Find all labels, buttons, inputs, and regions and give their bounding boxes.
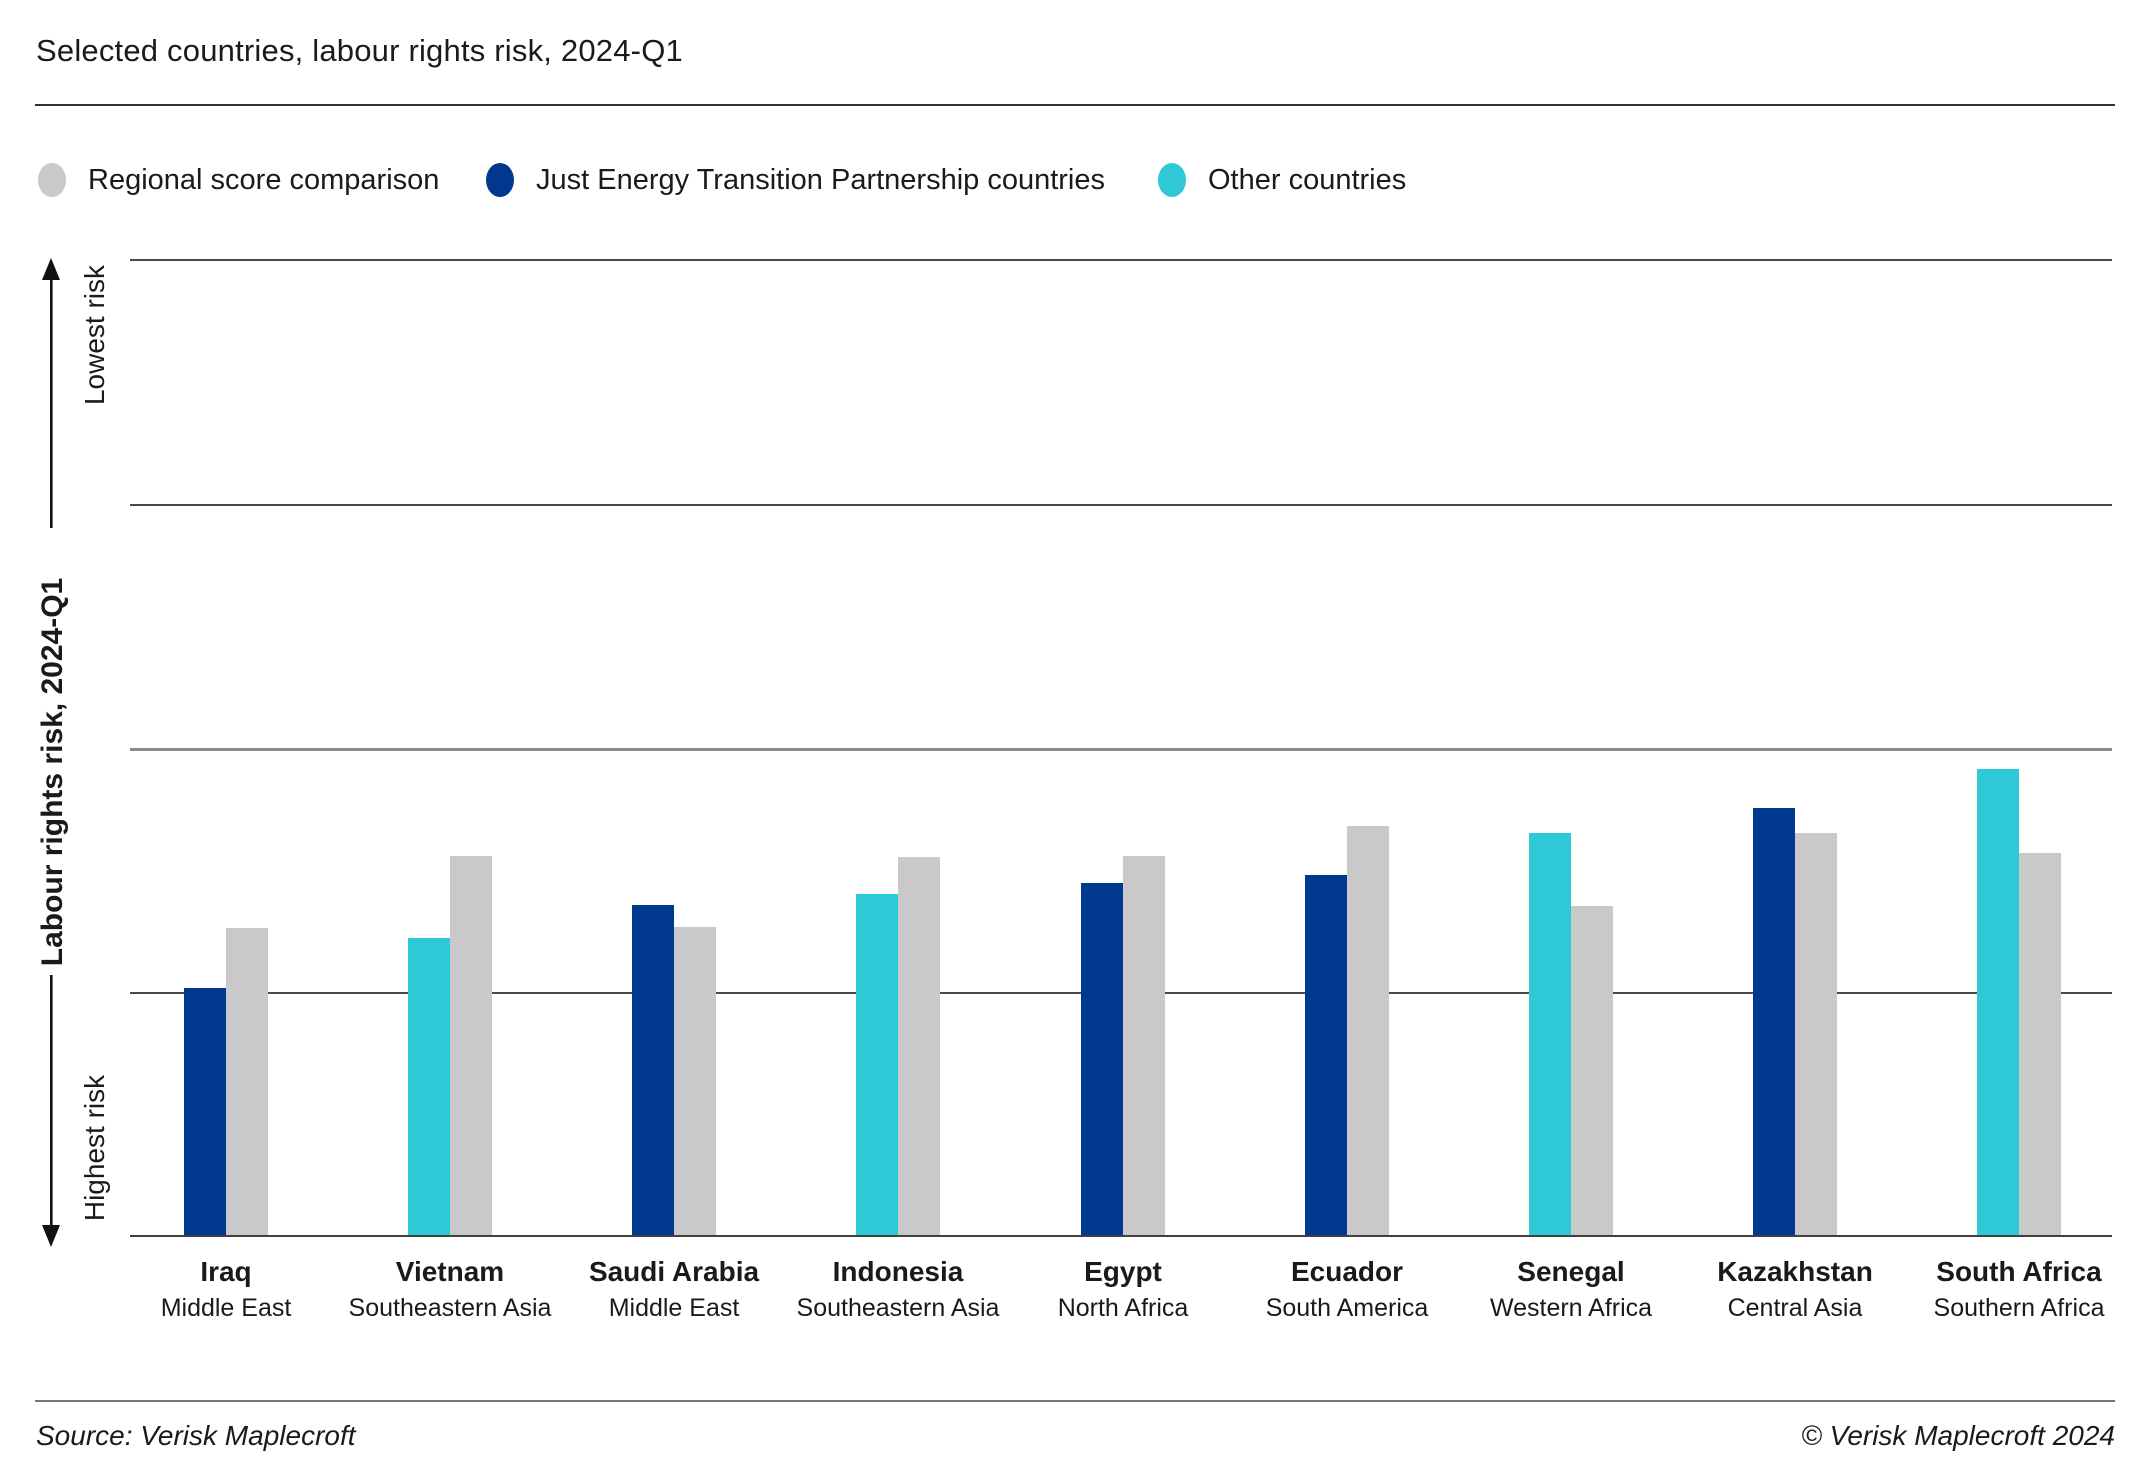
bar-group-indonesia xyxy=(856,766,940,1236)
y-axis-title: Labour rights risk, 2024-Q1 xyxy=(36,577,69,967)
country-score-bar xyxy=(1977,769,2019,1236)
country-name: Egypt xyxy=(1084,1256,1162,1287)
jetp-dot-icon xyxy=(486,163,514,197)
legend-label-other: Other countries xyxy=(1208,163,1407,196)
x-axis-label-kazakhstan: Kazakhstan Central Asia xyxy=(1717,1256,1873,1323)
legend-label-jetp: Just Energy Transition Partnership count… xyxy=(536,163,1105,196)
highest-risk-arrow-icon xyxy=(42,975,60,1247)
country-name: Saudi Arabia xyxy=(588,1256,760,1287)
country-name: Kazakhstan xyxy=(1717,1256,1873,1287)
regional-score-bar xyxy=(2019,853,2061,1236)
title-divider xyxy=(35,104,2115,106)
regional-score-dot-icon xyxy=(38,163,66,197)
country-name: Ecuador xyxy=(1290,1256,1404,1287)
x-axis-baseline xyxy=(130,1235,2112,1237)
region-name: Southern Africa xyxy=(1933,1294,2105,1322)
copyright-note: © Verisk Maplecroft 2024 xyxy=(1801,1420,2115,1451)
region-name: South America xyxy=(1265,1294,1429,1322)
x-axis-label-vietnam: Vietnam Southeastern Asia xyxy=(349,1256,552,1323)
x-axis-label-saudi-arabia: Saudi Arabia Middle East xyxy=(589,1256,759,1323)
region-name: Middle East xyxy=(160,1294,292,1322)
bar-group-saudi-arabia xyxy=(632,766,716,1236)
highest-risk-label: Highest risk xyxy=(79,1074,110,1222)
page-title: Selected countries, labour rights risk, … xyxy=(36,33,683,68)
x-axis-label-egypt: Egypt North Africa xyxy=(1058,1256,1189,1323)
region-name: Southeastern Asia xyxy=(796,1294,1000,1322)
bar-group-kazakhstan xyxy=(1753,766,1837,1236)
x-axis-label-indonesia: Indonesia Southeastern Asia xyxy=(797,1256,1000,1323)
country-name: Vietnam xyxy=(395,1256,505,1287)
region-name: Southeastern Asia xyxy=(348,1294,552,1322)
region-name: Central Asia xyxy=(1727,1294,1863,1322)
source-note: Source: Verisk Maplecroft xyxy=(36,1420,356,1451)
country-score-bar xyxy=(184,988,226,1236)
legend-item-jetp: Just Energy Transition Partnership count… xyxy=(486,160,1105,200)
country-score-bar xyxy=(1081,883,1123,1236)
bar-group-egypt xyxy=(1081,766,1165,1236)
country-score-bar xyxy=(408,938,450,1236)
legend-item-regional: Regional score comparison xyxy=(38,160,439,200)
country-name: Senegal xyxy=(1517,1256,1625,1287)
bar-group-iraq xyxy=(184,766,268,1236)
bar-group-vietnam xyxy=(408,766,492,1236)
region-name: Western Africa xyxy=(1489,1294,1653,1322)
region-name: North Africa xyxy=(1057,1294,1189,1322)
other-countries-dot-icon xyxy=(1158,163,1186,197)
country-score-bar xyxy=(856,894,898,1236)
legend-item-other: Other countries xyxy=(1158,160,1406,200)
region-name: Middle East xyxy=(608,1294,740,1322)
lowest-risk-arrow-icon xyxy=(42,258,60,528)
gridline-1 xyxy=(130,259,2112,261)
bar-group-senegal xyxy=(1529,766,1613,1236)
regional-score-bar xyxy=(1571,906,1613,1236)
gridline-2 xyxy=(130,504,2112,506)
lowest-risk-label: Lowest risk xyxy=(79,264,110,406)
country-score-bar xyxy=(1305,875,1347,1236)
regional-score-bar xyxy=(1347,826,1389,1236)
country-score-bar xyxy=(1529,833,1571,1236)
gridline-3 xyxy=(130,748,2112,751)
regional-score-bar xyxy=(226,928,268,1236)
regional-score-bar xyxy=(1123,856,1165,1236)
legend-label-regional: Regional score comparison xyxy=(88,163,440,196)
footer-divider xyxy=(35,1400,2115,1402)
x-axis-label-south-africa: South Africa Southern Africa xyxy=(1934,1256,2105,1323)
bar-group-south-africa xyxy=(1977,766,2061,1236)
country-name: Indonesia xyxy=(832,1256,964,1287)
regional-score-bar xyxy=(898,857,940,1236)
bar-group-ecuador xyxy=(1305,766,1389,1236)
country-name: Iraq xyxy=(200,1256,252,1287)
x-axis-label-iraq: Iraq Middle East xyxy=(161,1256,292,1323)
country-name: South Africa xyxy=(1936,1256,2102,1287)
regional-score-bar xyxy=(674,927,716,1236)
x-axis-label-senegal: Senegal Western Africa xyxy=(1490,1256,1652,1323)
x-axis-label-ecuador: Ecuador South America xyxy=(1266,1256,1429,1323)
regional-score-bar xyxy=(450,856,492,1236)
regional-score-bar xyxy=(1795,833,1837,1236)
country-score-bar xyxy=(1753,808,1795,1236)
country-score-bar xyxy=(632,905,674,1236)
